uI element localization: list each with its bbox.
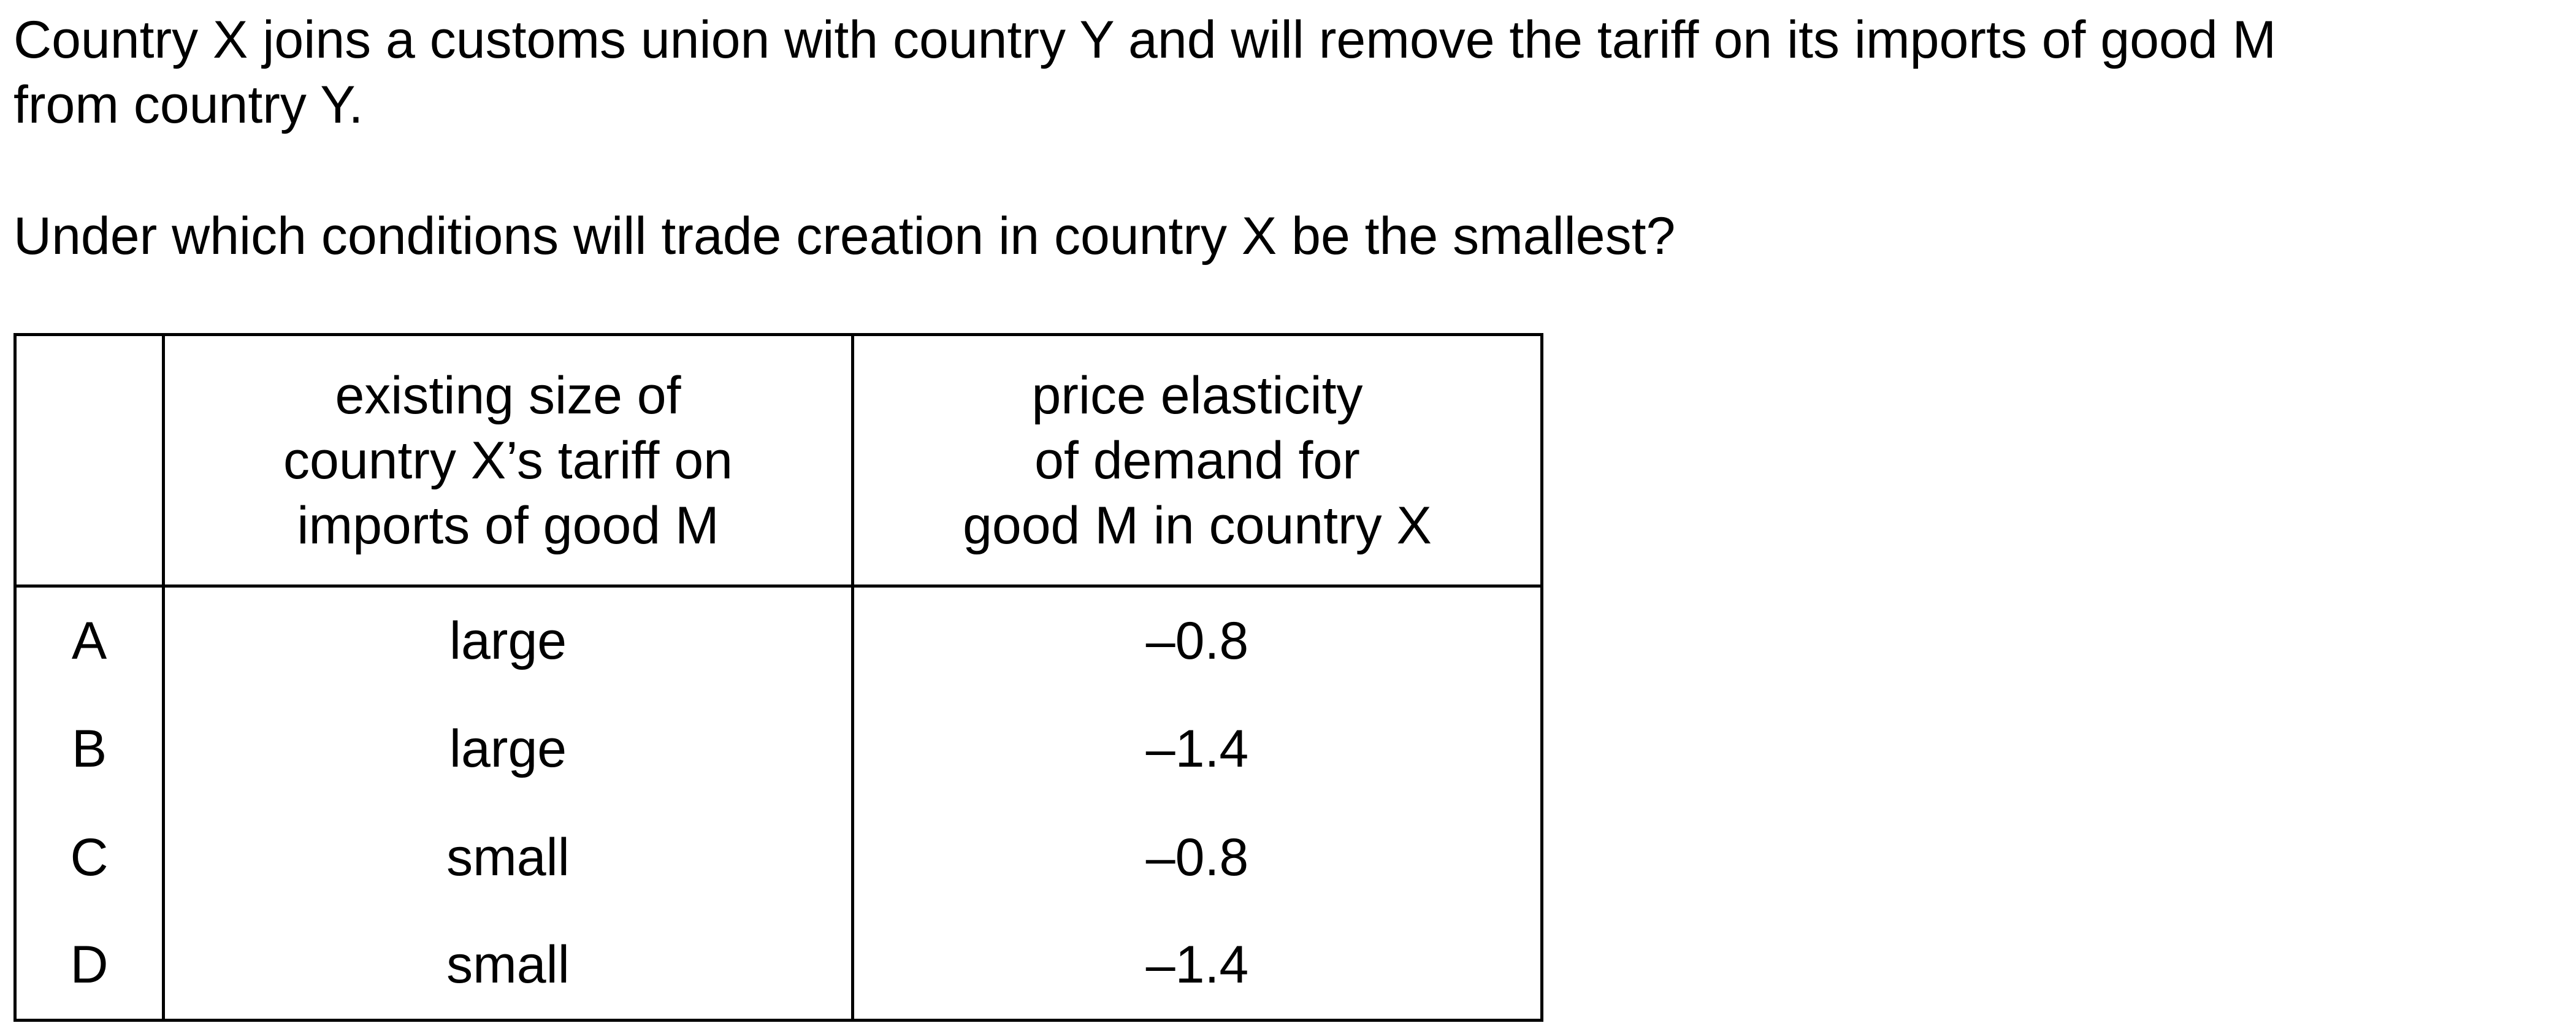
option-row-d: D small –1.4 bbox=[15, 911, 1542, 1021]
option-row-c: C small –0.8 bbox=[15, 803, 1542, 912]
option-row-b: B large –1.4 bbox=[15, 694, 1542, 803]
header-price-elasticity: price elasticity of demand for good M in… bbox=[851, 334, 1542, 588]
header-elasticity-line-1: price elasticity bbox=[1031, 366, 1363, 425]
question-prompt: Under which conditions will trade creati… bbox=[13, 207, 1676, 266]
option-row-a: A large –0.8 bbox=[15, 586, 1542, 695]
option-a-elasticity: –0.8 bbox=[851, 586, 1542, 695]
table-header-row: existing size of country X’s tariff on i… bbox=[15, 334, 1542, 588]
answer-options-table: existing size of country X’s tariff on i… bbox=[13, 333, 1543, 1022]
header-elasticity-line-3: good M in country X bbox=[963, 496, 1432, 555]
option-letter-c: C bbox=[70, 827, 109, 887]
header-blank-cell bbox=[15, 334, 164, 588]
header-tariff-line-3: imports of good M bbox=[297, 496, 719, 555]
option-letter-d: D bbox=[70, 935, 109, 995]
header-tariff-line-1: existing size of bbox=[335, 366, 681, 425]
option-letter-b: B bbox=[71, 719, 107, 778]
option-d-tariff: small bbox=[162, 911, 853, 1021]
option-c-tariff: small bbox=[162, 803, 853, 912]
option-d-elasticity: –1.4 bbox=[851, 911, 1542, 1021]
option-a-tariff: large bbox=[162, 586, 853, 695]
question-stem-line-1: Country X joins a customs union with cou… bbox=[13, 10, 2277, 69]
header-tariff-size: existing size of country X’s tariff on i… bbox=[162, 334, 853, 588]
option-b-tariff: large bbox=[162, 694, 853, 803]
option-b-elasticity: –1.4 bbox=[851, 694, 1542, 803]
option-letter-a: A bbox=[71, 611, 107, 670]
option-c-elasticity: –0.8 bbox=[851, 803, 1542, 912]
question-stem-line-2: from country Y. bbox=[13, 75, 364, 134]
header-elasticity-line-2: of demand for bbox=[1034, 431, 1360, 490]
header-tariff-line-2: country X’s tariff on bbox=[283, 431, 733, 490]
